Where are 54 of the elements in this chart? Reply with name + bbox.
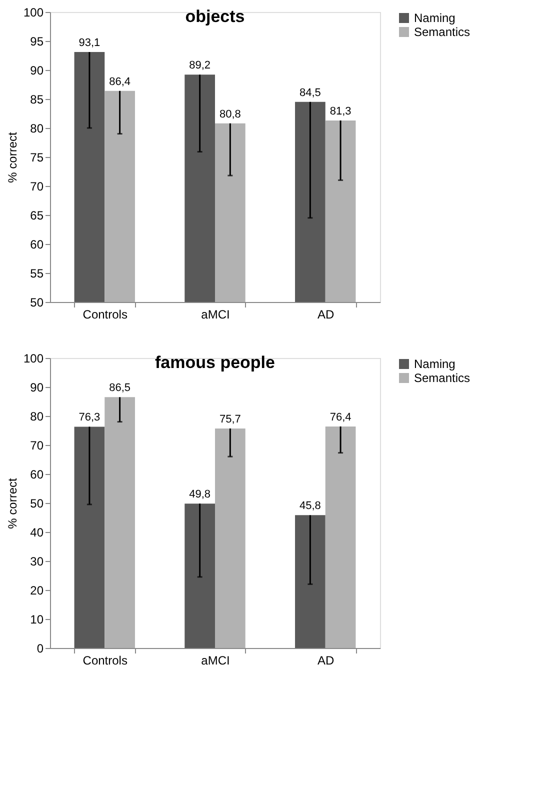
data-label: 75,7 (219, 413, 241, 426)
data-label: 76,3 (78, 412, 100, 424)
y-axis-title: % correct (5, 132, 20, 183)
x-tick-label: aMCI (201, 308, 230, 322)
data-label: 76,4 (330, 411, 352, 424)
x-tick-label: Controls (82, 308, 128, 322)
y-tick-label: 70 (30, 180, 44, 194)
y-tick-label: 60 (30, 468, 44, 482)
bar (215, 428, 246, 648)
y-tick-label: 95 (30, 34, 44, 48)
y-tick-label: 60 (30, 238, 44, 252)
y-tick-label: 40 (30, 526, 44, 540)
y-tick-label: 10 (30, 612, 44, 626)
data-label: 45,8 (299, 500, 321, 512)
y-tick-label: 50 (30, 296, 44, 310)
y-tick-label: 85 (30, 92, 44, 106)
chart-title: famous people (155, 353, 275, 372)
data-label: 49,8 (189, 488, 211, 501)
legend-label: Semantics (414, 371, 470, 385)
x-tick-label: Controls (82, 654, 128, 668)
y-tick-label: 80 (30, 122, 44, 136)
x-tick-label: aMCI (201, 654, 230, 668)
data-label: 80,8 (219, 108, 241, 120)
y-tick-label: 55 (30, 266, 44, 280)
data-label: 81,3 (330, 105, 352, 118)
data-label: 86,4 (109, 76, 131, 88)
y-tick-label: 75 (30, 150, 44, 164)
legend-label: Semantics (414, 25, 470, 39)
chart-title: objects (185, 7, 245, 26)
bar (74, 426, 105, 648)
bar (325, 426, 356, 648)
y-tick-label: 90 (30, 64, 44, 78)
bar (184, 504, 215, 648)
legend-label: Naming (414, 11, 456, 25)
y-tick-label: 30 (30, 554, 44, 568)
bar (295, 515, 326, 648)
y-tick-label: 80 (30, 410, 44, 424)
y-tick-label: 20 (30, 584, 44, 598)
data-label: 89,2 (189, 60, 211, 72)
y-tick-label: 100 (23, 6, 44, 20)
bar (104, 397, 135, 648)
y-tick-label: 70 (30, 438, 44, 452)
y-tick-label: 50 (30, 496, 44, 510)
x-tick-label: AD (318, 654, 335, 668)
y-tick-label: 0 (36, 642, 44, 656)
y-tick-label: 100 (23, 352, 44, 366)
data-label: 84,5 (299, 86, 321, 99)
y-axis-title: % correct (5, 478, 20, 529)
legend-label: Naming (414, 357, 456, 371)
x-tick-label: AD (318, 308, 335, 322)
y-tick-label: 65 (30, 208, 44, 222)
data-label: 93,1 (78, 37, 100, 50)
y-tick-label: 90 (30, 380, 44, 394)
data-label: 86,5 (109, 382, 131, 394)
